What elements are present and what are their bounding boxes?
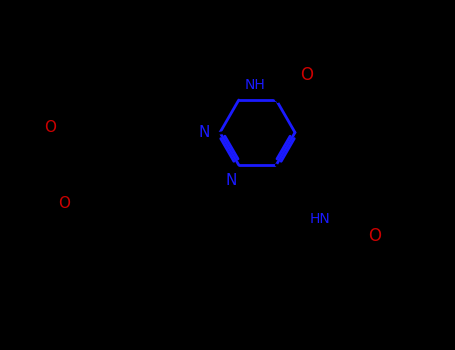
Text: N: N [198, 125, 210, 140]
Text: O: O [44, 120, 56, 135]
Text: O: O [368, 227, 381, 245]
Text: O: O [300, 66, 313, 84]
Text: NH: NH [245, 78, 265, 92]
Text: N: N [226, 174, 237, 189]
Text: HN: HN [310, 212, 331, 226]
Text: O: O [58, 196, 70, 211]
